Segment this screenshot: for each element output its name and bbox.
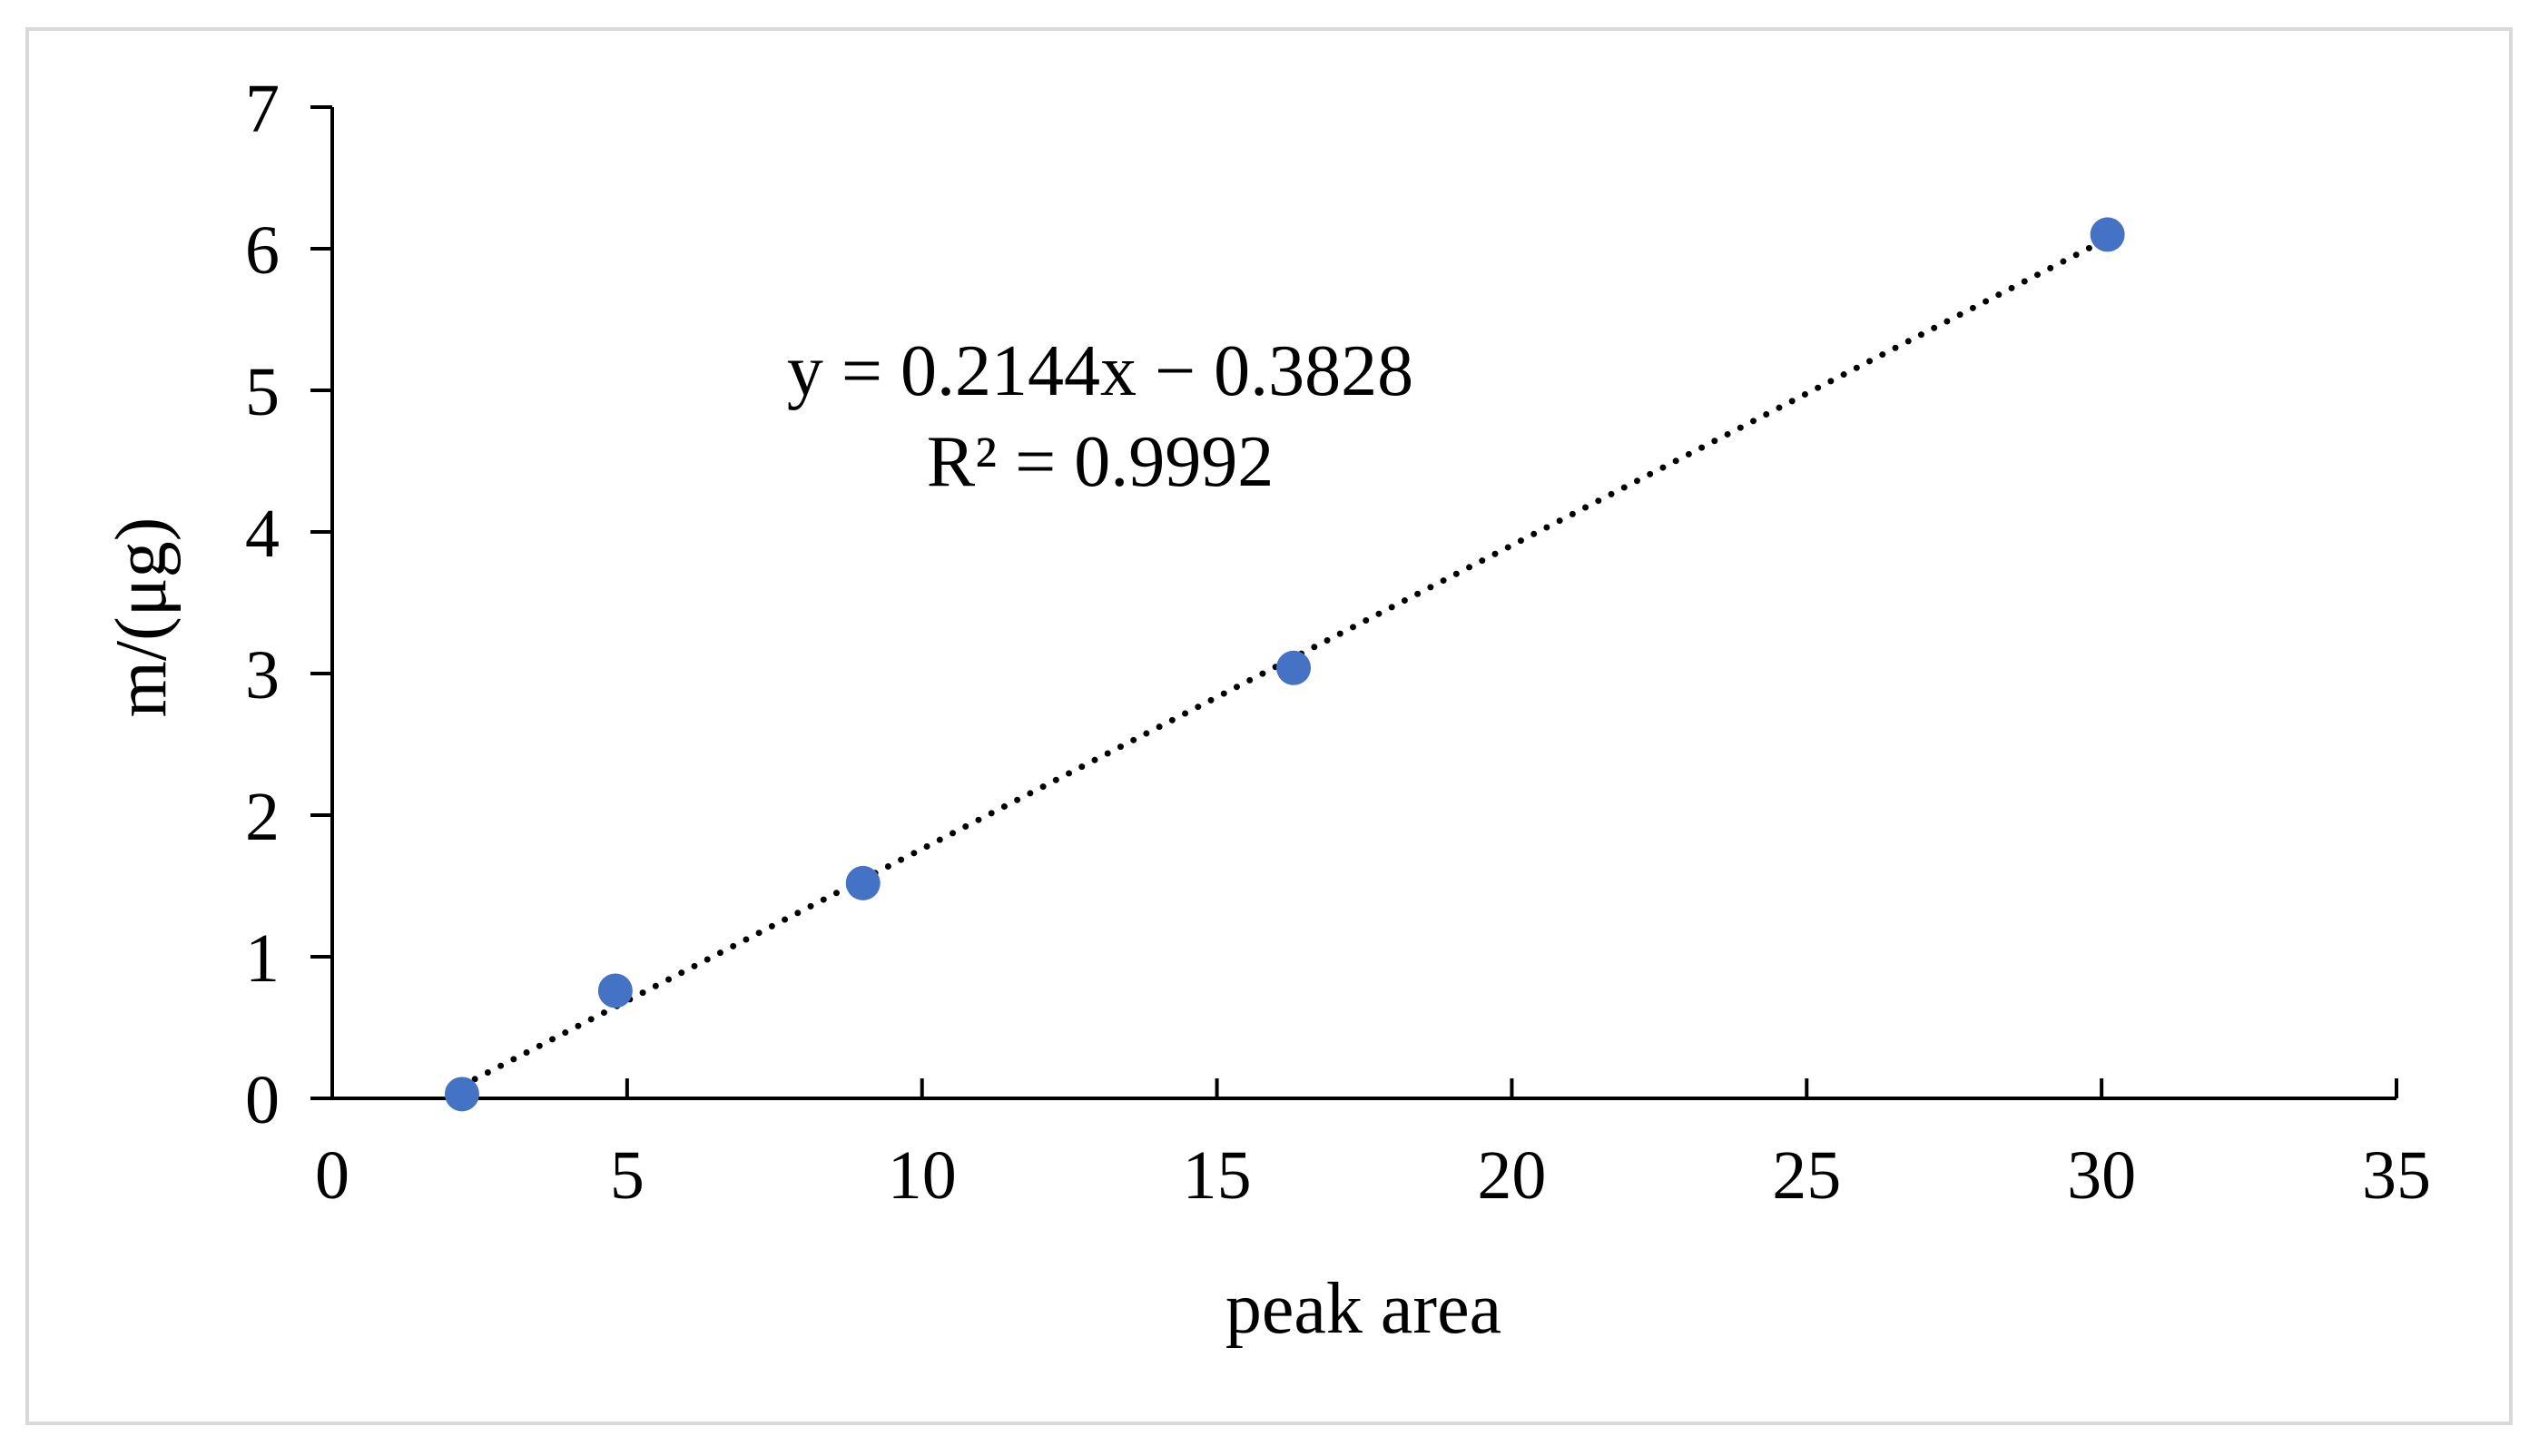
y-tick-label: 7 bbox=[245, 71, 280, 147]
x-tick-label: 15 bbox=[1183, 1137, 1252, 1214]
x-tick-label: 25 bbox=[1772, 1137, 1841, 1214]
x-tick-label: 5 bbox=[610, 1137, 645, 1214]
y-tick-label: 0 bbox=[245, 1062, 280, 1138]
axes bbox=[330, 107, 2396, 1100]
x-tick-label: 0 bbox=[315, 1137, 349, 1214]
data-point bbox=[444, 1077, 479, 1112]
trendline bbox=[458, 235, 2111, 1089]
x-tick-label: 35 bbox=[2362, 1137, 2431, 1214]
data-point bbox=[597, 973, 633, 1008]
chart-frame bbox=[25, 27, 2513, 1425]
y-tick-label: 3 bbox=[245, 637, 280, 713]
y-ticks: 0 1 2 3 4 5 6 7 bbox=[245, 71, 332, 1138]
y-tick-label: 6 bbox=[245, 212, 280, 289]
y-tick-label: 4 bbox=[245, 496, 280, 572]
data-point bbox=[2090, 217, 2125, 252]
x-tick-label: 10 bbox=[888, 1137, 957, 1214]
x-tick-label: 20 bbox=[1477, 1137, 1546, 1214]
y-tick-label: 2 bbox=[245, 779, 280, 855]
y-tick-label: 1 bbox=[245, 920, 280, 997]
y-axis-title: m/(μg) bbox=[102, 517, 182, 718]
trendline-group bbox=[458, 235, 2111, 1089]
x-ticks: 0 5 10 15 20 25 30 35 bbox=[315, 1078, 2431, 1214]
data-point bbox=[1276, 650, 1312, 685]
trendline-equation: y = 0.2144x − 0.3828 bbox=[787, 331, 1413, 411]
data-points bbox=[444, 217, 2125, 1112]
x-tick-label: 30 bbox=[2067, 1137, 2136, 1214]
r-squared-label: R² = 0.9992 bbox=[927, 422, 1274, 502]
x-axis-title: peak area bbox=[1225, 1269, 1501, 1349]
y-tick-label: 5 bbox=[245, 354, 280, 430]
data-point bbox=[845, 865, 881, 900]
